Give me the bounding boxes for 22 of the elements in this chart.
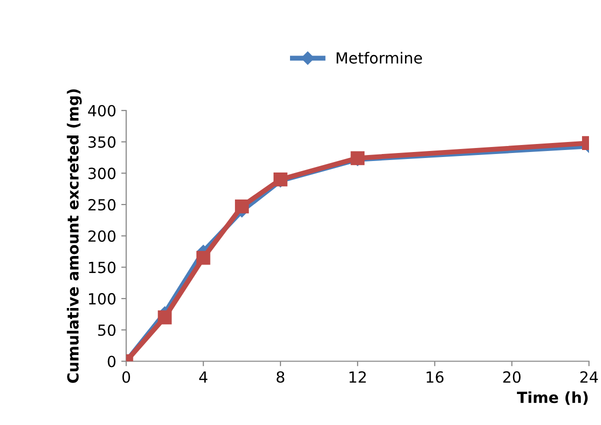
y-tick-label: 400 <box>88 104 116 117</box>
y-tick-label: 200 <box>88 230 116 242</box>
y-tick-label: 50 <box>98 324 116 336</box>
y-axis-title: Cumulative amount excreted (mg) <box>66 89 82 383</box>
y-tick-label: 250 <box>88 198 116 211</box>
y-tick-label: 100 <box>89 293 116 305</box>
x-tick-label: 20 <box>503 371 521 383</box>
y-tick-label: 0 <box>108 356 116 368</box>
x-axis-title: Time (h) <box>516 391 588 405</box>
point <box>196 250 210 265</box>
x-tick-label: 12 <box>350 371 366 383</box>
point <box>234 199 249 214</box>
x-tick-label: 24 <box>580 371 598 383</box>
x-tick-label: 0 <box>122 371 130 383</box>
x-tick-label: 8 <box>276 371 284 383</box>
x-tick-label: 16 <box>426 371 444 383</box>
y-tick-label: 300 <box>88 168 116 180</box>
y-tick-label: 350 <box>88 136 116 148</box>
x-tick-label: 4 <box>199 371 208 383</box>
point <box>158 310 172 324</box>
legend-label: Metformine <box>336 52 422 64</box>
y-tick-label: 150 <box>89 262 116 274</box>
